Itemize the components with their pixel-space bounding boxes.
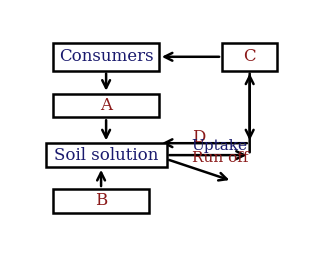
Text: D: D: [192, 129, 205, 146]
FancyBboxPatch shape: [53, 189, 149, 213]
Text: C: C: [243, 48, 256, 65]
Text: B: B: [95, 192, 107, 209]
FancyBboxPatch shape: [53, 94, 159, 117]
Text: Uptake: Uptake: [192, 139, 248, 153]
Text: Run off: Run off: [192, 151, 248, 165]
FancyBboxPatch shape: [53, 43, 159, 71]
FancyBboxPatch shape: [222, 43, 277, 71]
Text: Soil solution: Soil solution: [54, 147, 158, 164]
Text: Consumers: Consumers: [59, 48, 153, 65]
FancyBboxPatch shape: [46, 143, 166, 167]
Text: A: A: [100, 97, 112, 114]
